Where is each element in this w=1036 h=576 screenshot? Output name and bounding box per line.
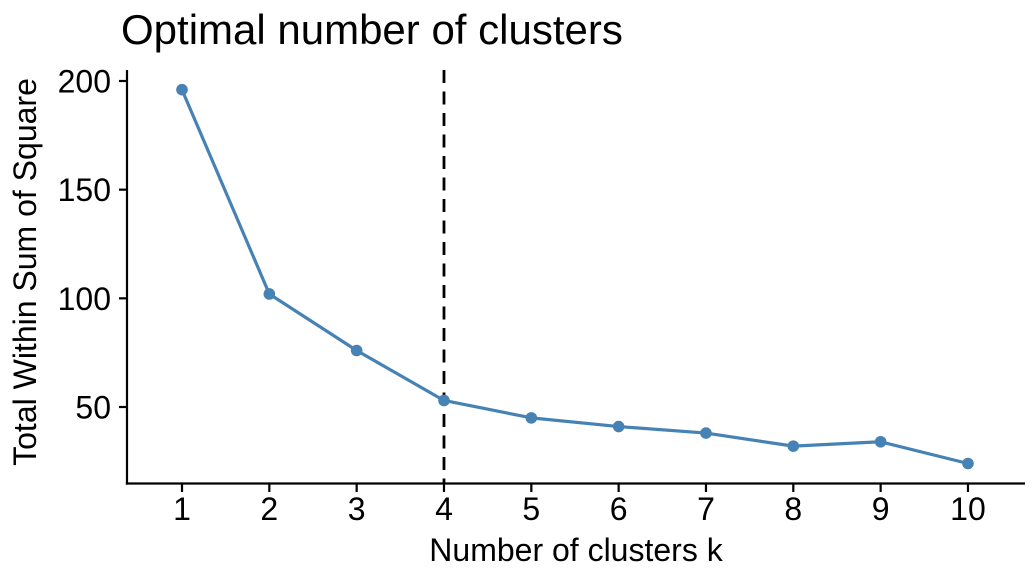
x-tick-label: 1 [173,491,191,527]
data-point [350,344,363,357]
x-tick-label: 5 [522,491,540,527]
data-point [700,427,712,439]
x-axis-title: Number of clusters k [429,532,723,568]
y-tick-label: 50 [75,390,111,426]
x-tick-label: 6 [610,491,628,527]
data-point [612,420,625,433]
data-point [962,457,974,470]
data-point [438,394,450,407]
data-point [787,440,800,452]
y-tick-label: 200 [58,64,111,100]
data-point [263,288,276,300]
data-point [525,412,538,424]
y-axis-ticks: 50 100 150 200 [58,64,126,426]
wss-line [180,88,970,466]
x-tick-label: 2 [260,491,278,527]
x-tick-label: 9 [872,491,890,527]
wss-points [176,83,974,470]
x-tick-label: 3 [348,491,366,527]
x-tick-label: 4 [435,491,453,527]
y-axis-title: Total Within Sum of Square [7,78,43,466]
x-axis-ticks: 1 2 3 4 5 6 7 8 9 10 [173,484,986,527]
x-tick-label: 10 [950,491,986,527]
y-tick-label: 100 [58,281,111,317]
data-point [176,83,188,96]
x-tick-label: 7 [697,491,715,527]
y-tick-label: 150 [58,172,111,208]
x-tick-label: 8 [784,491,802,527]
chart-title: Optimal number of clusters [121,6,623,53]
data-point [874,435,887,448]
